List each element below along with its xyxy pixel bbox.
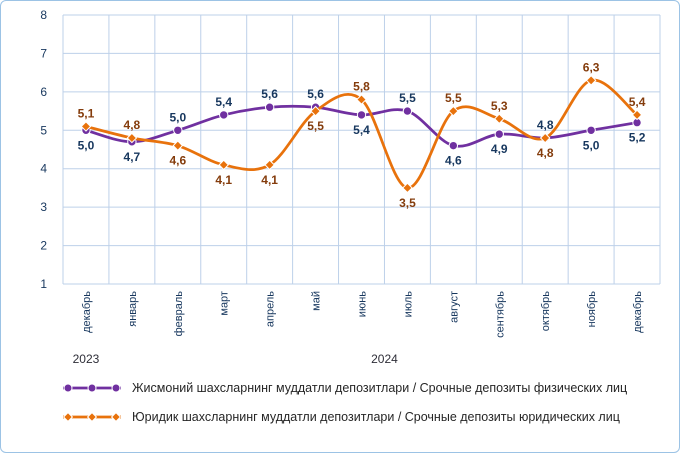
- svg-text:октябрь: октябрь: [540, 291, 552, 331]
- svg-text:5,3: 5,3: [491, 99, 508, 113]
- svg-text:5,5: 5,5: [307, 119, 324, 133]
- svg-text:5,0: 5,0: [78, 138, 95, 152]
- svg-text:4,7: 4,7: [124, 150, 141, 164]
- legend-label-legal-entities: Юридик шахсларнинг муддатли депозитлари …: [132, 409, 620, 424]
- svg-text:2023: 2023: [73, 352, 100, 366]
- svg-text:январь: январь: [127, 291, 139, 327]
- legend-line-circle-icon: [63, 383, 121, 392]
- svg-text:декабрь: декабрь: [632, 291, 644, 333]
- svg-text:5,4: 5,4: [353, 123, 370, 137]
- legend-item-legal-entities: Юридик шахсларнинг муддатли депозитлари …: [61, 402, 679, 431]
- svg-text:6: 6: [40, 85, 47, 99]
- svg-text:8: 8: [40, 8, 47, 22]
- svg-text:4: 4: [40, 162, 47, 176]
- svg-text:5,8: 5,8: [353, 80, 370, 94]
- svg-text:5,6: 5,6: [261, 87, 278, 101]
- svg-text:5,1: 5,1: [78, 106, 95, 120]
- legend-item-individuals: Жисмоний шахсларнинг муддатли депозитлар…: [61, 373, 679, 402]
- svg-text:2: 2: [40, 239, 47, 253]
- svg-text:5: 5: [40, 123, 47, 137]
- svg-text:июль: июль: [402, 291, 414, 318]
- svg-text:5,4: 5,4: [215, 95, 232, 109]
- svg-text:март: март: [219, 291, 231, 316]
- svg-text:4,8: 4,8: [537, 146, 554, 160]
- svg-text:4,6: 4,6: [445, 154, 462, 168]
- svg-text:3,5: 3,5: [399, 196, 416, 210]
- svg-text:1: 1: [40, 277, 47, 291]
- svg-text:сентябрь: сентябрь: [494, 291, 506, 338]
- svg-text:август: август: [448, 291, 460, 323]
- svg-text:7: 7: [40, 46, 47, 60]
- svg-text:4,8: 4,8: [537, 118, 554, 132]
- svg-text:ноябрь: ноябрь: [586, 291, 598, 328]
- svg-text:5,5: 5,5: [399, 91, 416, 105]
- svg-text:июнь: июнь: [357, 291, 369, 317]
- svg-text:февраль: февраль: [173, 291, 185, 337]
- svg-text:4,6: 4,6: [169, 154, 186, 168]
- svg-text:4,8: 4,8: [124, 118, 141, 132]
- svg-text:4,1: 4,1: [261, 173, 278, 187]
- svg-text:5,2: 5,2: [629, 131, 646, 145]
- svg-text:5,6: 5,6: [307, 87, 324, 101]
- svg-text:5,5: 5,5: [445, 91, 462, 105]
- legend-line-diamond-icon: [62, 411, 122, 422]
- svg-text:декабрь: декабрь: [81, 291, 93, 333]
- svg-text:4,9: 4,9: [491, 142, 508, 156]
- svg-text:2024: 2024: [371, 352, 398, 366]
- legend-label-individuals: Жисмоний шахсларнинг муддатли депозитлар…: [132, 380, 628, 395]
- svg-text:апрель: апрель: [265, 291, 277, 327]
- svg-text:май: май: [311, 291, 323, 311]
- svg-text:5,0: 5,0: [169, 110, 186, 124]
- svg-text:3: 3: [40, 200, 47, 214]
- svg-text:4,1: 4,1: [215, 173, 232, 187]
- svg-text:6,3: 6,3: [583, 60, 600, 74]
- svg-text:5,4: 5,4: [629, 95, 646, 109]
- svg-text:5,0: 5,0: [583, 138, 600, 152]
- chart-canvas: 1 2 3 4 5 6 7 8 декабрь январь февраль март апрель ма…: [40, 8, 661, 366]
- chart-legend: Жисмоний шахсларнинг муддатли депозитлар…: [1, 373, 679, 431]
